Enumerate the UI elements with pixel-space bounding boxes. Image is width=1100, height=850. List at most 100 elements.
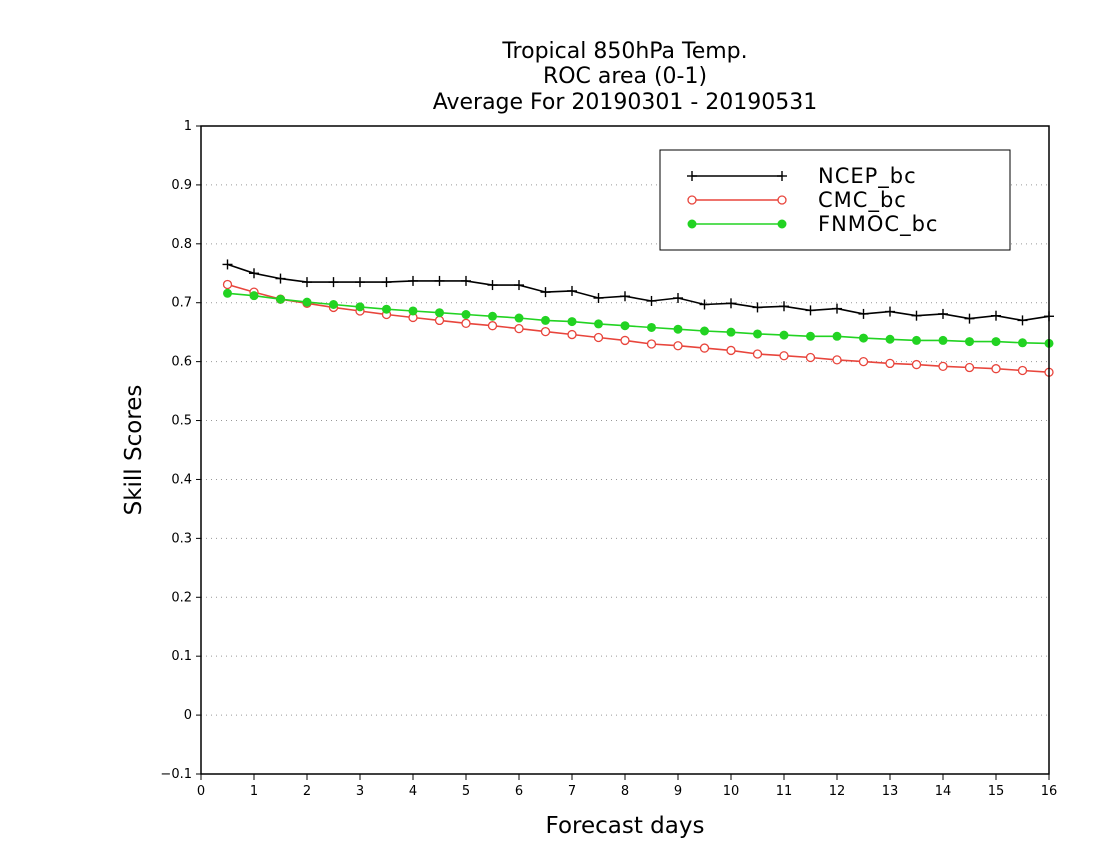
y-tick-label: 0.6 [171,355,192,370]
legend-item: FNMOC_bc [687,212,938,237]
x-tick-label: 3 [356,784,364,799]
series-point [806,331,815,341]
series-point [434,275,445,286]
x-axis-label: Forecast days [546,813,705,839]
series-ncep-bc [222,259,1054,326]
series-point [646,339,657,349]
series-point [805,352,816,363]
x-tick-label: 0 [197,784,205,799]
series-point [567,329,577,340]
series-point [514,313,524,323]
series-point [223,288,232,298]
title-line-2: ROC area (0-1) [543,64,707,89]
legend-label: FNMOC_bc [818,212,938,237]
series-point [991,337,1001,347]
series-point [991,364,1001,374]
series-point [885,334,895,344]
series-point [673,293,683,304]
series-point [408,275,418,286]
series-point [779,351,789,361]
gridlines [201,184,1049,716]
series-point [753,329,762,339]
x-tick-label: 4 [409,784,417,799]
series-point [620,321,630,331]
series-point [540,287,551,298]
x-tick-label: 8 [621,784,629,799]
y-tick-label: 0.5 [171,414,192,429]
series-point [461,310,471,320]
x-axis-ticks: 0 1 2 3 4 5 6 7 8 9 10 11 12 13 14 15 16 [197,774,1057,799]
series-line [227,263,1050,322]
series-point [779,301,789,312]
series-point [1018,338,1027,348]
series-point [938,308,948,319]
series-point [355,302,365,312]
series-point [514,280,524,291]
y-tick-label: 1 [184,119,192,134]
y-tick-label: 0 [184,708,192,723]
x-tick-label: 15 [988,784,1005,799]
series-point [699,299,710,310]
series-point [911,359,922,370]
y-axis-label: Skill Scores [121,385,147,516]
series-point [1017,365,1028,376]
series-point [275,273,286,284]
series-fnmoc-bc [223,288,1054,348]
series-point [777,195,787,205]
x-tick-label: 7 [568,784,576,799]
series-point [222,279,233,290]
series-point [567,317,577,327]
series-line [227,292,1050,345]
x-tick-label: 6 [515,784,523,799]
series-point [540,326,551,337]
series-point [726,298,736,309]
x-tick-label: 5 [462,784,470,799]
series-point [832,355,842,365]
series-point [620,335,630,346]
legend-item: NCEP_bc [687,164,916,189]
y-tick-label: 0.7 [171,296,192,311]
x-tick-label: 1 [250,784,258,799]
series-point [435,308,444,318]
series-point [699,343,710,353]
series-point [541,315,550,325]
series-point [249,291,259,301]
series-point [912,335,921,345]
series-point [222,259,233,270]
series-point [859,333,868,343]
series-point [647,322,656,332]
series-point [620,291,630,302]
series-point [726,345,736,356]
legend-item: CMC_bc [687,188,906,213]
series-point [567,285,577,296]
series-point [938,361,948,371]
series-point [408,306,418,316]
x-tick-label: 2 [303,784,311,799]
y-tick-label: 0.3 [171,531,192,546]
series-point [991,310,1001,321]
x-tick-label: 9 [674,784,682,799]
series-point [964,313,975,324]
series-point [461,318,471,328]
series-point [687,219,697,229]
series-point [249,268,259,279]
y-tick-label: 0.4 [171,472,192,487]
series-point [858,308,869,319]
series-cmc-bc [222,279,1054,377]
series-point [461,275,471,286]
series-point [382,304,391,314]
x-tick-label: 14 [935,784,952,799]
x-tick-label: 11 [776,784,793,799]
series-point [276,294,285,304]
y-tick-label: 0.2 [171,590,192,605]
series-point [687,171,697,181]
series-point [488,311,497,321]
x-tick-label: 13 [882,784,899,799]
series-point [593,332,604,343]
series-point [381,277,392,288]
y-tick-label: 0.9 [171,178,192,193]
series-point [752,302,763,313]
